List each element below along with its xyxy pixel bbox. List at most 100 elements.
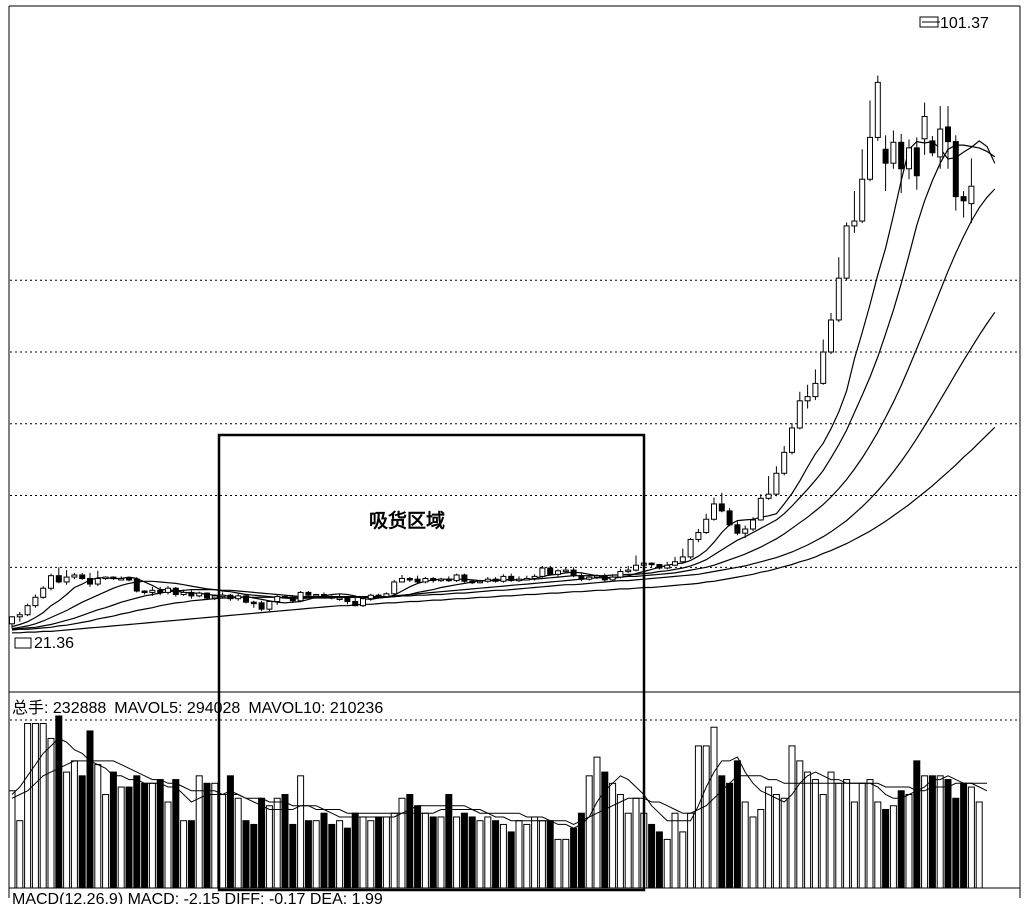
volume-bar: [889, 805, 897, 889]
volume-bar: [538, 820, 546, 889]
volume-bar: [749, 816, 757, 889]
price-gridlines: [10, 279, 1019, 568]
candle-down: [141, 590, 148, 594]
candle-up: [804, 396, 811, 402]
candle-down: [289, 596, 296, 602]
candle-up: [765, 493, 772, 499]
candle-down: [578, 575, 585, 580]
volume-bar: [585, 775, 593, 889]
candle-up: [828, 319, 834, 353]
volume-bar: [195, 775, 203, 889]
candle-up: [773, 472, 780, 495]
candle-up: [679, 556, 686, 563]
volume-bar: [772, 794, 780, 889]
volume-bar: [975, 801, 983, 889]
candle-up: [609, 576, 616, 581]
candle-down: [929, 140, 936, 154]
candle-up: [633, 564, 639, 571]
candle-up: [843, 225, 850, 279]
volume-bar: [905, 794, 913, 889]
volume-bar: [172, 779, 180, 889]
volume-bar: [843, 779, 851, 889]
candle-up: [297, 591, 304, 602]
volume-bar: [125, 786, 133, 889]
volume-bar: [663, 838, 671, 889]
volume-bar: [109, 771, 117, 889]
volume-bar: [609, 782, 617, 889]
volume-bar: [375, 816, 383, 889]
volume-bar: [390, 812, 398, 889]
candle-up: [586, 576, 593, 580]
volume-bar: [960, 782, 968, 889]
volume-bar: [788, 745, 796, 889]
candle-down: [898, 141, 905, 170]
volume-bar: [827, 771, 835, 889]
candle-up: [219, 594, 226, 598]
volume-bar: [741, 801, 749, 889]
candle-down: [430, 577, 437, 582]
volume-bars: [8, 715, 983, 889]
candle-up: [835, 277, 842, 321]
candle-up: [523, 577, 530, 581]
candle-up: [149, 589, 156, 593]
volume-bar: [336, 820, 344, 889]
candle-down: [321, 594, 327, 598]
accumulation-zone-box: [217, 433, 646, 892]
candle-up: [274, 596, 281, 602]
volume-bar: [648, 823, 656, 889]
volume-bar: [343, 827, 351, 889]
candle-down: [344, 597, 351, 602]
volume-bar: [445, 794, 453, 889]
candle-down: [375, 594, 382, 598]
volume-bar: [8, 790, 16, 889]
min-price-marker: [14, 637, 32, 649]
candle-up: [750, 519, 756, 530]
candle-down: [55, 575, 62, 583]
volume-bar: [897, 790, 905, 889]
volume-bar: [804, 771, 812, 889]
volume-bar: [180, 820, 188, 889]
mavol5-label: MAVOL5: 294028: [114, 700, 240, 717]
volume-bar: [819, 794, 827, 889]
candle-up: [937, 128, 944, 158]
candle-up: [617, 571, 624, 578]
volume-bar: [570, 827, 578, 889]
volume-bar: [86, 730, 94, 889]
candle-down: [110, 576, 117, 580]
volume-bar: [460, 812, 468, 889]
candle-up: [367, 594, 374, 600]
candle-up: [71, 574, 78, 578]
candle-up: [874, 81, 881, 138]
volume-bar: [694, 745, 702, 889]
volume-bar: [406, 794, 414, 889]
candle-up: [555, 570, 561, 575]
candle-down: [188, 591, 195, 597]
candle-up: [9, 616, 15, 625]
volume-bar: [414, 805, 422, 889]
candle-down: [305, 591, 312, 596]
volume-bar: [367, 820, 375, 889]
volume-bar: [780, 797, 788, 889]
candle-down: [913, 147, 920, 177]
volume-bar: [468, 816, 476, 889]
volume-bar: [273, 797, 281, 889]
volume-bar: [258, 797, 266, 889]
volume-bar: [944, 779, 952, 889]
candle-down: [282, 596, 288, 599]
candle-down: [87, 577, 93, 585]
candle-up: [867, 136, 873, 180]
candle-down: [734, 524, 741, 534]
candle-down: [328, 596, 335, 599]
candle-down: [960, 196, 967, 202]
volume-header: 总手: 232888 MAVOL5: 294028 MAVOL10: 210236: [12, 699, 383, 717]
volume-bar: [835, 782, 843, 889]
volume-bar: [328, 823, 336, 889]
volume-bar: [726, 782, 734, 889]
candle-up: [48, 575, 54, 589]
ma-line-ma30: [11, 311, 996, 631]
candle-up: [890, 141, 897, 164]
candle-up: [820, 351, 827, 384]
candle-up: [672, 561, 678, 566]
candle-up: [711, 503, 717, 520]
